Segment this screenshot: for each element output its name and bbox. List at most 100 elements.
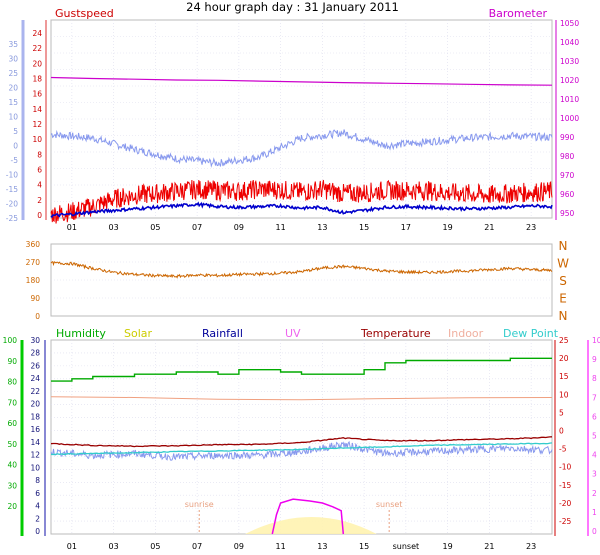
y-tick-uv: 5 [592, 432, 597, 441]
y-tick-direction: 360 [26, 240, 41, 249]
page-title: 24 hour graph day : 31 January 2011 [186, 0, 399, 14]
windchill-series-line [50, 129, 553, 168]
y-tick-rainfall: 18 [30, 412, 40, 421]
x-tick-label: 05 [150, 542, 160, 551]
compass-label: N [559, 239, 568, 253]
uv-series-line [271, 498, 345, 535]
y-tick-rainfall: 8 [35, 476, 40, 485]
y-tick-uv: 3 [592, 470, 597, 479]
y-tick-direction: 0 [35, 312, 40, 321]
indoor-legend-label: Indoor [448, 327, 484, 340]
x-tick-label: 05 [150, 223, 160, 232]
y-tick-rainfall: 14 [30, 438, 40, 447]
uv-legend-label: UV [285, 327, 301, 340]
x-tick-label: 13 [317, 223, 327, 232]
y-tick-temperature: 20 [559, 354, 569, 363]
y-tick-baro: 1030 [560, 57, 579, 66]
y-tick-uv: 4 [592, 451, 597, 460]
x-tick-label: 23 [526, 542, 536, 551]
x-tick-label: 07 [192, 223, 202, 232]
x-tick-label: 07 [192, 542, 202, 551]
compass-label: N [559, 309, 568, 323]
y-tick-baro: 950 [560, 209, 575, 218]
y-tick-rainfall: 26 [30, 361, 40, 370]
y-tick-temperature: -10 [559, 463, 571, 472]
x-tick-label: 19 [443, 223, 453, 232]
x-tick-label: 17 [401, 223, 411, 232]
y-tick-temperature: 0 [559, 427, 564, 436]
y-tick-gust: 24 [32, 29, 42, 38]
y-tick-rainfall: 22 [30, 387, 40, 396]
baro-series-line [50, 76, 553, 86]
y-tick-gust: 16 [32, 90, 42, 99]
y-tick-temperature: -20 [559, 499, 571, 508]
y-tick-windchill: -25 [6, 214, 18, 223]
y-tick-baro: 1050 [560, 19, 579, 28]
y-tick-windchill: 5 [13, 127, 18, 136]
windchill-temp-series-line [50, 440, 553, 461]
compass-label: S [559, 274, 567, 288]
y-tick-baro: 1000 [560, 114, 579, 123]
compass-label: E [559, 292, 567, 306]
y-tick-gust: 12 [32, 120, 42, 129]
compass-label: W [557, 257, 569, 271]
humidity-series-line [51, 357, 552, 382]
y-tick-humidity: 80 [7, 378, 17, 387]
y-tick-uv: 10 [592, 336, 600, 345]
y-tick-windchill: 25 [8, 69, 18, 78]
y-tick-rainfall: 0 [35, 527, 40, 536]
solar-area [245, 517, 377, 534]
x-tick-label: 09 [234, 542, 244, 551]
temperature-legend-label: Temperature [360, 327, 431, 340]
x-tick-label: 03 [109, 223, 119, 232]
y-tick-uv: 6 [592, 412, 597, 421]
y-tick-gust: 8 [37, 150, 42, 159]
y-tick-windchill: -20 [6, 200, 18, 209]
x-tick-label: 21 [484, 542, 494, 551]
y-tick-windchill: 30 [8, 55, 18, 64]
y-tick-rainfall: 10 [30, 463, 40, 472]
y-tick-uv: 1 [592, 508, 597, 517]
x-tick-label: 15 [359, 542, 369, 551]
x-tick-label: 09 [234, 223, 244, 232]
y-tick-windchill: -15 [6, 185, 18, 194]
y-tick-windchill: 35 [8, 40, 18, 49]
y-tick-baro: 990 [560, 133, 575, 142]
y-tick-direction: 270 [26, 258, 41, 267]
x-tick-label: 13 [317, 542, 327, 551]
y-tick-windchill: -5 [11, 156, 19, 165]
y-tick-rainfall: 12 [30, 451, 40, 460]
y-tick-temperature: 25 [559, 336, 569, 345]
y-tick-windchill: 20 [8, 84, 18, 93]
sunset-label: sunset [376, 500, 403, 509]
y-tick-baro: 1020 [560, 76, 579, 85]
y-tick-baro: 1040 [560, 38, 579, 47]
y-tick-humidity: 70 [7, 398, 17, 407]
y-tick-rainfall: 28 [30, 349, 40, 358]
y-tick-temperature: 10 [559, 390, 569, 399]
y-tick-baro: 1010 [560, 95, 579, 104]
baro-legend-label: Barometer [489, 7, 548, 20]
y-tick-gust: 20 [32, 59, 42, 68]
y-tick-direction: 180 [26, 276, 41, 285]
y-tick-rainfall: 4 [35, 502, 40, 511]
x-tick-label: 03 [109, 542, 119, 551]
y-tick-baro: 960 [560, 190, 575, 199]
y-tick-humidity: 50 [7, 440, 17, 449]
y-tick-gust: 14 [32, 105, 42, 114]
y-tick-rainfall: 30 [30, 336, 40, 345]
y-tick-humidity: 90 [7, 357, 17, 366]
y-tick-temperature: -5 [559, 445, 567, 454]
y-tick-gust: 22 [32, 44, 42, 53]
x-tick-label: 21 [484, 223, 494, 232]
x-tick-label: 15 [359, 223, 369, 232]
y-tick-windchill: 15 [8, 98, 18, 107]
y-tick-humidity: 100 [3, 336, 18, 345]
x-tick-label: 23 [526, 223, 536, 232]
panel-temp-humidity [50, 339, 553, 535]
y-tick-windchill: -10 [6, 171, 18, 180]
y-tick-rainfall: 16 [30, 425, 40, 434]
y-tick-humidity: 60 [7, 419, 17, 428]
